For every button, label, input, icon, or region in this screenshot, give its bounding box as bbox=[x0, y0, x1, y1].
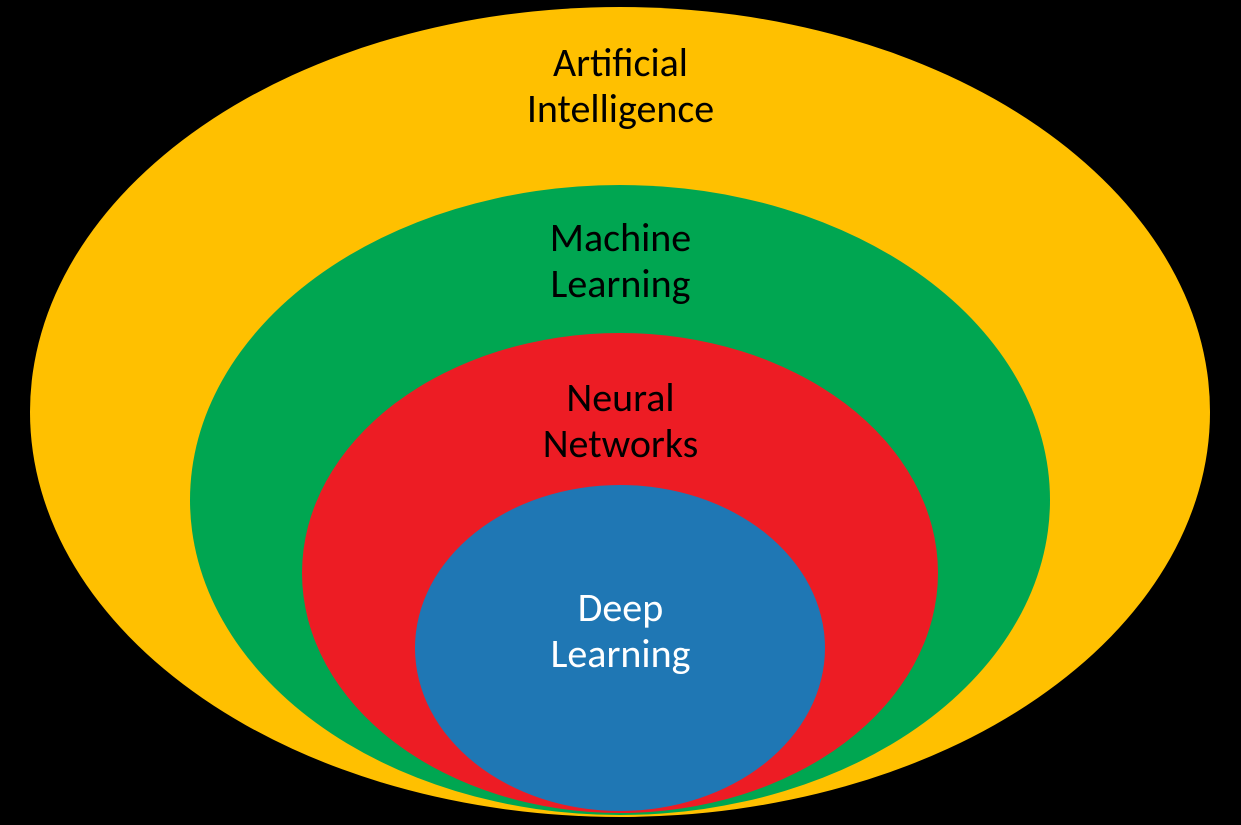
label-dl: Deep Learning bbox=[551, 585, 691, 677]
label-ml: Machine Learning bbox=[550, 215, 691, 307]
label-nn: Neural Networks bbox=[543, 375, 699, 467]
label-ai: Artificial Intelligence bbox=[527, 40, 714, 132]
